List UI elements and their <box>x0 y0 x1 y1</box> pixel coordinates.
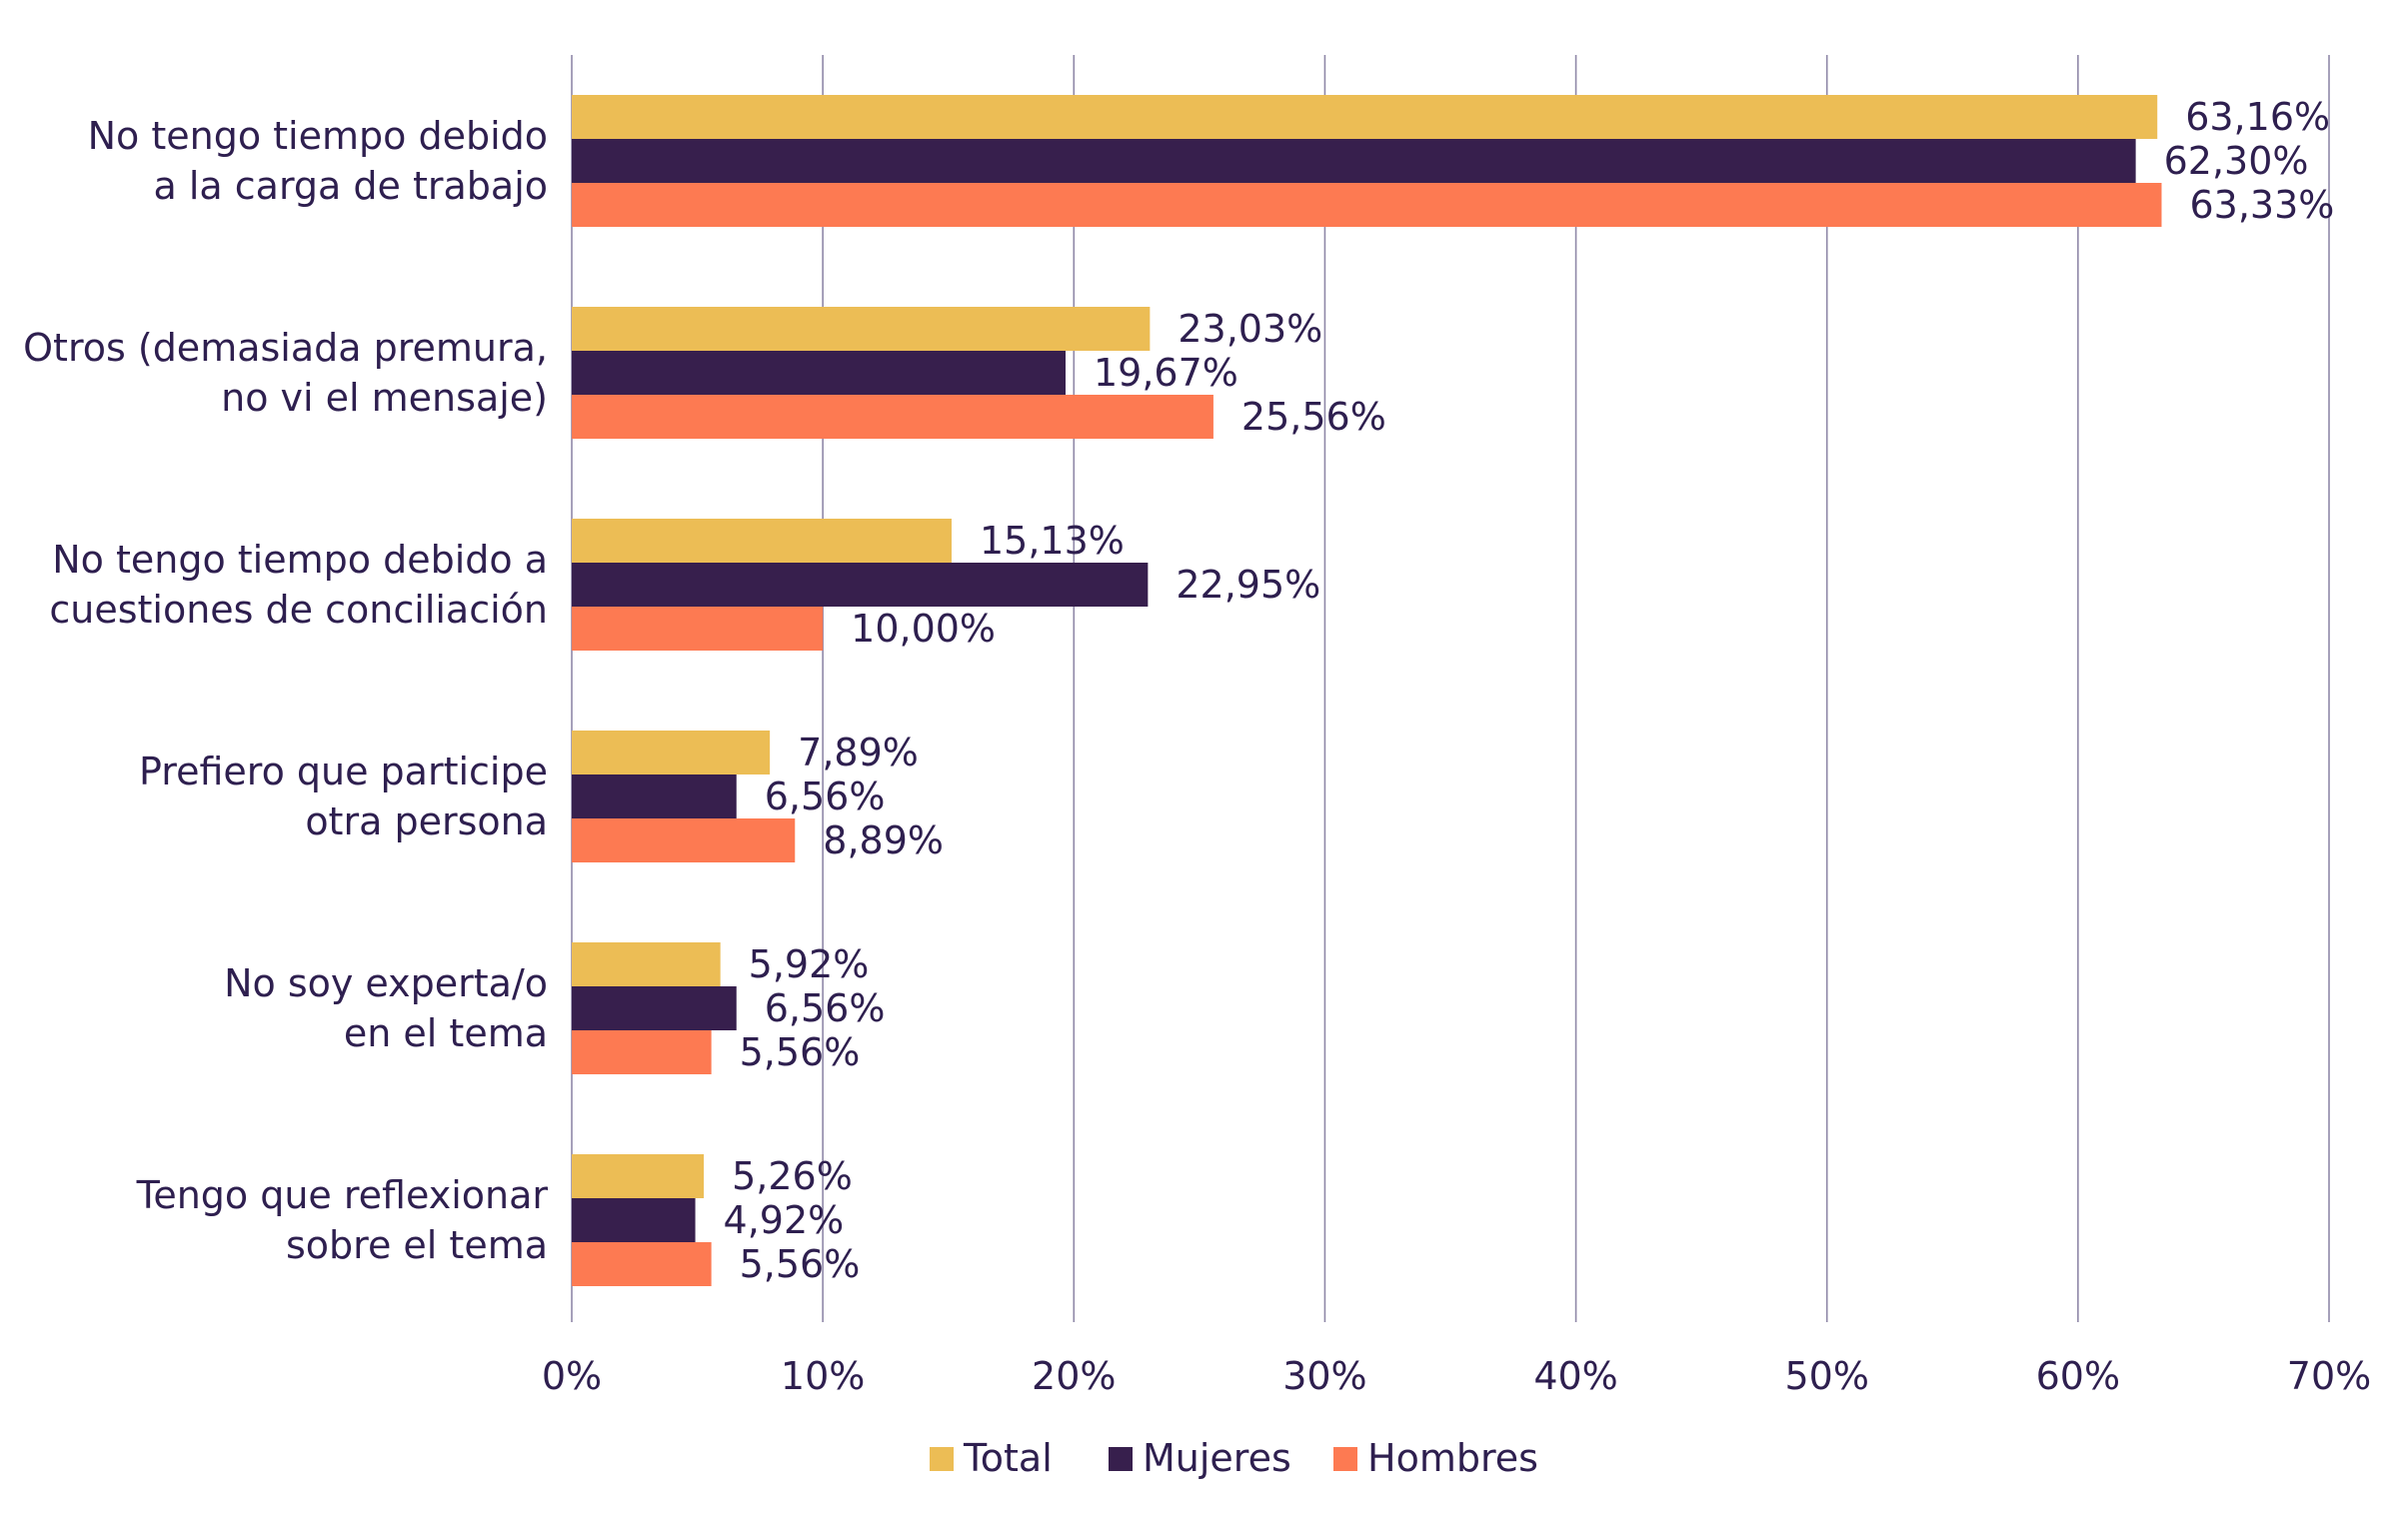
bar-mujeres <box>572 1198 696 1242</box>
data-label: 22,95% <box>1176 563 1320 607</box>
bar-hombres <box>572 818 796 862</box>
category-label-line: Tengo que reflexionar <box>136 1173 549 1217</box>
legend-swatch-total <box>930 1447 954 1471</box>
gridlines <box>571 55 2330 1322</box>
data-label: 63,16% <box>2185 95 2330 139</box>
bar-mujeres <box>572 351 1066 395</box>
data-label: 25,56% <box>1241 395 1386 439</box>
data-label: 63,33% <box>2189 183 2334 227</box>
data-label: 62,30% <box>2164 139 2309 183</box>
x-tick-label: 70% <box>2287 1354 2371 1398</box>
category-label: Otros (demasiada premura, no vi el mensaj… <box>23 326 548 420</box>
x-tick-label: 60% <box>2036 1354 2120 1398</box>
x-tick-label: 30% <box>1282 1354 1366 1398</box>
bar-total <box>572 519 952 563</box>
data-label: 6,56% <box>765 774 886 818</box>
bar-total <box>572 1154 705 1198</box>
x-tick-label: 20% <box>1032 1354 1116 1398</box>
category-label-line: cuestiones de conciliación <box>49 588 548 632</box>
legend-label-mujeres: Mujeres <box>1143 1436 1291 1480</box>
data-label: 6,56% <box>765 986 886 1030</box>
data-label: 5,56% <box>740 1030 861 1074</box>
data-label: 4,92% <box>724 1198 845 1242</box>
bar-total <box>572 95 2158 139</box>
legend-swatch-mujeres <box>1109 1447 1133 1471</box>
category-label-line: sobre el tema <box>286 1223 548 1267</box>
bar-mujeres <box>572 774 737 818</box>
bar-mujeres <box>572 563 1149 607</box>
legend: Total Mujeres Hombres <box>930 1436 1538 1480</box>
value-labels: 63,16%62,30%63,33% 23,03%19,67%25,56% 15,1… <box>724 95 2335 1286</box>
data-label: 8,89% <box>823 818 944 862</box>
bar-total <box>572 942 721 986</box>
category-label-line: No tengo tiempo debido <box>88 114 548 158</box>
x-tick-label: 10% <box>781 1354 865 1398</box>
legend-label-total: Total <box>963 1436 1053 1480</box>
category-label: No soy experta/o en el tema <box>224 961 548 1055</box>
category-label: No tengo tiempo debido a cuestiones de co… <box>49 538 548 632</box>
legend-swatch-hombres <box>1333 1447 1357 1471</box>
x-tick-label: 50% <box>1784 1354 1868 1398</box>
data-label: 5,56% <box>740 1242 861 1286</box>
category-label: No tengo tiempo debido a la carga de trab… <box>88 114 548 208</box>
category-label-line: a la carga de trabajo <box>153 164 548 208</box>
category-label-line: en el tema <box>344 1011 548 1055</box>
category-label-line: No tengo tiempo debido a <box>52 538 548 582</box>
legend-label-hombres: Hombres <box>1367 1436 1538 1480</box>
x-axis-ticks: 0% 10% 20% 30% 40% 50% 60% 70% <box>542 1354 2371 1398</box>
bars <box>572 95 2162 1286</box>
data-label: 23,03% <box>1178 307 1322 351</box>
data-label: 15,13% <box>980 519 1125 563</box>
category-label: Tengo que reflexionar sobre el tema <box>136 1173 549 1267</box>
data-label: 7,89% <box>798 731 919 774</box>
data-label: 19,67% <box>1094 351 1238 395</box>
bar-total <box>572 307 1151 351</box>
category-label-line: Prefiero que participe <box>139 750 548 793</box>
bar-hombres <box>572 183 2162 227</box>
bar-hombres <box>572 1030 712 1074</box>
bar-hombres <box>572 607 824 651</box>
bar-hombres <box>572 395 1213 439</box>
x-tick-label: 0% <box>542 1354 602 1398</box>
bar-total <box>572 731 771 774</box>
bar-hombres <box>572 1242 712 1286</box>
category-label: Prefiero que participe otra persona <box>139 750 548 843</box>
category-label-line: Otros (demasiada premura, <box>23 326 548 370</box>
bar-mujeres <box>572 139 2136 183</box>
bar-mujeres <box>572 986 737 1030</box>
category-labels: No tengo tiempo debido a la carga de trab… <box>23 114 548 1267</box>
category-label-line: No soy experta/o <box>224 961 548 1005</box>
category-label-line: no vi el mensaje) <box>221 376 548 420</box>
data-label: 5,26% <box>732 1154 853 1198</box>
data-label: 10,00% <box>851 607 996 651</box>
category-label-line: otra persona <box>305 799 548 843</box>
x-tick-label: 40% <box>1533 1354 1617 1398</box>
data-label: 5,92% <box>749 942 870 986</box>
